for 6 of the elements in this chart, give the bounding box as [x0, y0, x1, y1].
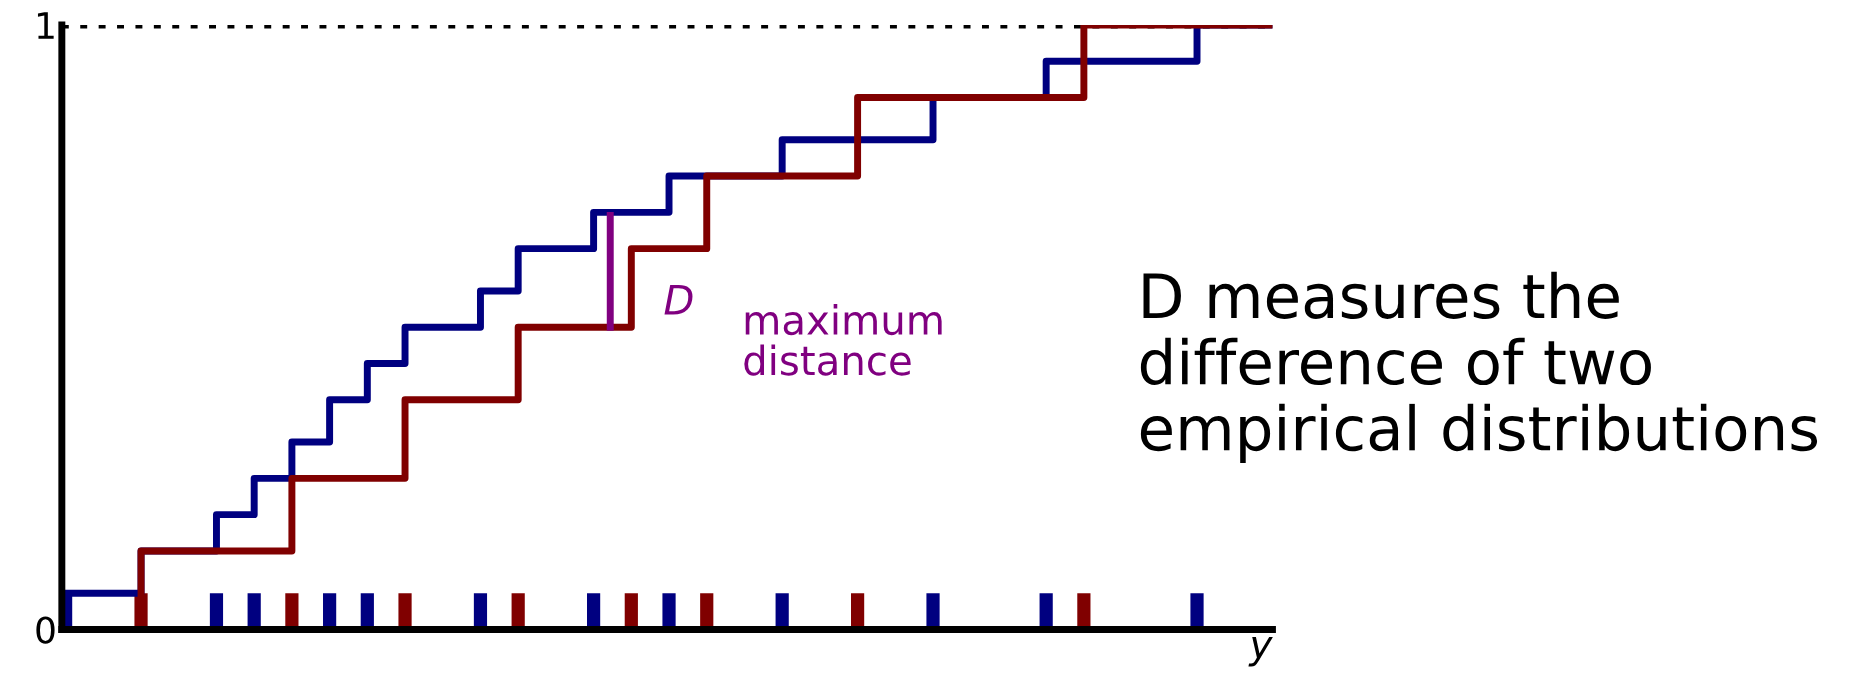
y-tick-label: 1 — [37, 12, 54, 39]
annotation: D — [664, 285, 693, 315]
y-tick-label: 0 — [36, 616, 55, 644]
annotation: D measures the difference of two empirical distributions — [1140, 271, 1818, 464]
annotation: maximum distance — [744, 303, 942, 376]
x-axis-title: y — [1248, 637, 1273, 667]
